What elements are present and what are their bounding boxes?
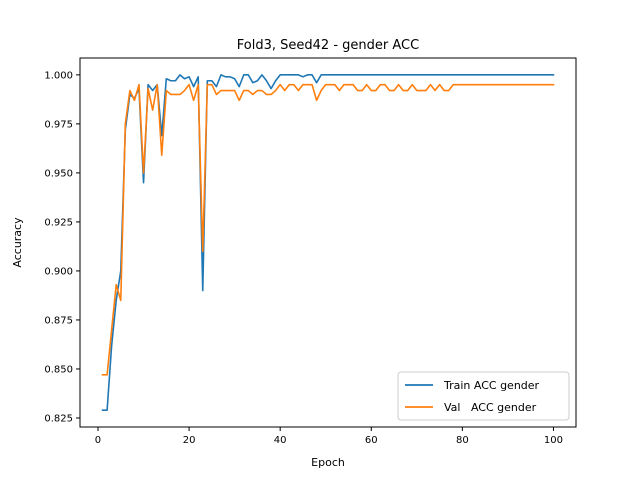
legend-box: [397, 371, 570, 421]
train-acc-line: [101, 74, 555, 411]
y-axis-label: Accuracy: [11, 217, 24, 268]
x-axis-label: Epoch: [311, 456, 345, 469]
x-tick-label: 60: [365, 435, 378, 446]
y-tick-label: 0.925: [44, 217, 73, 228]
legend-label-val: Val ACC gender: [444, 401, 537, 414]
legend: Train ACC gender Val ACC gender: [397, 371, 570, 421]
legend-label-train: Train ACC gender: [443, 379, 540, 392]
x-tick-label: 20: [183, 435, 196, 446]
y-tick-label: 0.900: [44, 266, 73, 277]
plot-area-frame: [79, 57, 577, 428]
val-acc-line: [101, 83, 555, 376]
chart-title: Fold3, Seed42 - gender ACC: [237, 38, 419, 53]
x-tick-label: 100: [544, 435, 563, 446]
y-tick-label: 0.975: [44, 119, 73, 130]
y-tick-label: 1.000: [44, 70, 73, 81]
y-tick-label: 0.950: [44, 168, 73, 179]
x-tick-label: 80: [456, 435, 469, 446]
x-tick-label: 40: [274, 435, 287, 446]
y-tick-label: 0.825: [44, 413, 73, 424]
axes-layer: 0 20 40 60 80 100 0.825 0.850 0.875 0.900 0.925 0.9…: [44, 70, 563, 446]
series-layer: [101, 74, 555, 411]
y-tick-label: 0.850: [44, 364, 73, 375]
x-tick-label: 0: [95, 435, 101, 446]
y-tick-label: 0.875: [44, 315, 73, 326]
